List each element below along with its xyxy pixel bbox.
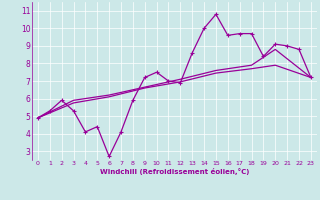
X-axis label: Windchill (Refroidissement éolien,°C): Windchill (Refroidissement éolien,°C) bbox=[100, 168, 249, 175]
